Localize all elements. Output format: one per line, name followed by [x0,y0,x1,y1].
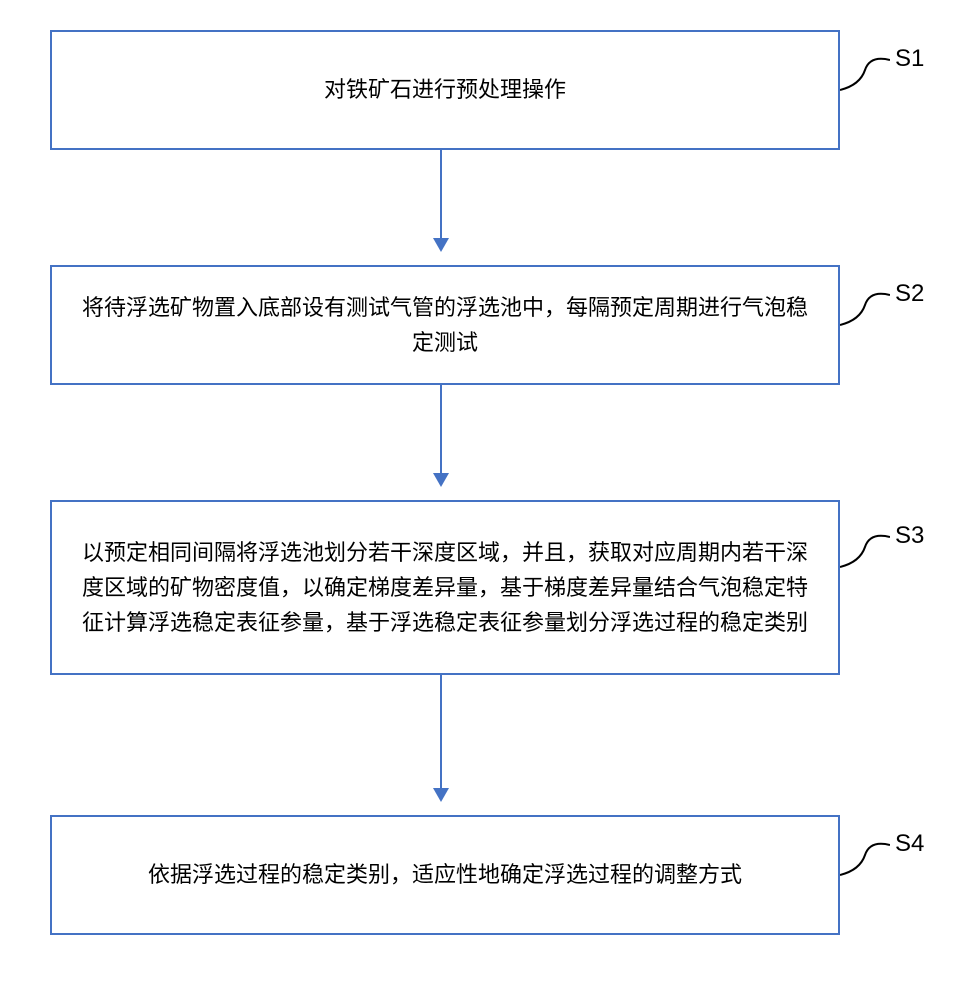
step-box-s1: 对铁矿石进行预处理操作 [50,30,840,150]
step-text-s4: 依据浮选过程的稳定类别，适应性地确定浮选过程的调整方式 [148,857,742,892]
step-box-s2: 将待浮选矿物置入底部设有测试气管的浮选池中，每隔预定周期进行气泡稳定测试 [50,265,840,385]
arrow-s3-s4 [440,675,442,800]
step-box-s3: 以预定相同间隔将浮选池划分若干深度区域，并且，获取对应周期内若干深度区域的矿物密… [50,500,840,675]
arrow-s2-s3 [440,385,442,485]
step-text-s3: 以预定相同间隔将浮选池划分若干深度区域，并且，获取对应周期内若干深度区域的矿物密… [82,535,808,641]
step-box-s4: 依据浮选过程的稳定类别，适应性地确定浮选过程的调整方式 [50,815,840,935]
label-curve-s1 [840,55,890,95]
step-label-s4: S4 [895,830,924,858]
arrow-s1-s2 [440,150,442,250]
flowchart-container: 对铁矿石进行预处理操作 S1 将待浮选矿物置入底部设有测试气管的浮选池中，每隔预… [0,0,972,1000]
label-curve-s4 [840,840,890,880]
step-text-s1: 对铁矿石进行预处理操作 [324,72,566,107]
step-label-s1: S1 [895,45,924,73]
step-text-s2: 将待浮选矿物置入底部设有测试气管的浮选池中，每隔预定周期进行气泡稳定测试 [82,290,808,360]
label-curve-s3 [840,532,890,572]
label-curve-s2 [840,290,890,330]
step-label-s2: S2 [895,280,924,308]
step-label-s3: S3 [895,522,924,550]
